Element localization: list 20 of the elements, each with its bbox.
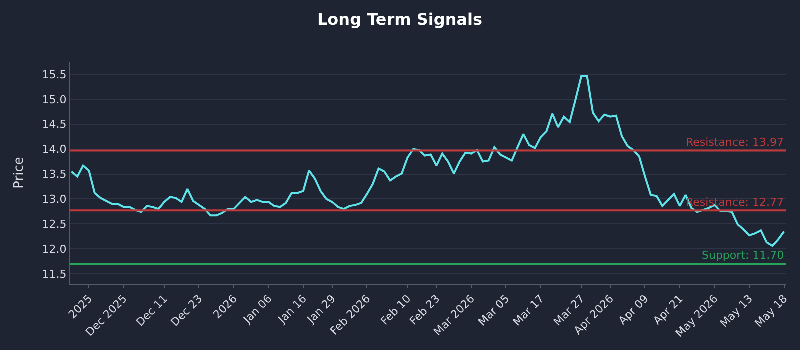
line-series bbox=[70, 75, 786, 248]
ref-line-label: Resistance: 13.97 bbox=[686, 136, 784, 149]
chart-title: Long Term Signals bbox=[317, 10, 483, 30]
y-tick-label: 12.5 bbox=[42, 218, 67, 231]
x-tick-label: Jan 06 bbox=[240, 292, 275, 327]
ref-line-label: Support: 11.70 bbox=[702, 249, 784, 262]
y-tick-label: 13.0 bbox=[42, 193, 67, 206]
x-tick-label: Apr 09 bbox=[616, 292, 652, 328]
y-tick-label: 14.0 bbox=[42, 143, 67, 156]
y-tick-label: 15.5 bbox=[42, 68, 67, 82]
y-tick-label: 13.5 bbox=[42, 168, 67, 182]
x-tick-label: Dec 11 bbox=[134, 292, 170, 330]
x-tick-label: Dec 23 bbox=[168, 292, 206, 330]
y-tick-label: 11.5 bbox=[42, 268, 67, 281]
y-tick-label: 15.0 bbox=[42, 93, 67, 106]
y-tick-label: 12.0 bbox=[42, 242, 67, 256]
x-tick-label: Mar 17 bbox=[510, 292, 547, 329]
y-axis-title: Price bbox=[12, 157, 28, 189]
y-tick-label: 14.5 bbox=[42, 118, 67, 132]
x-tick-label: Mar 05 bbox=[476, 292, 512, 329]
